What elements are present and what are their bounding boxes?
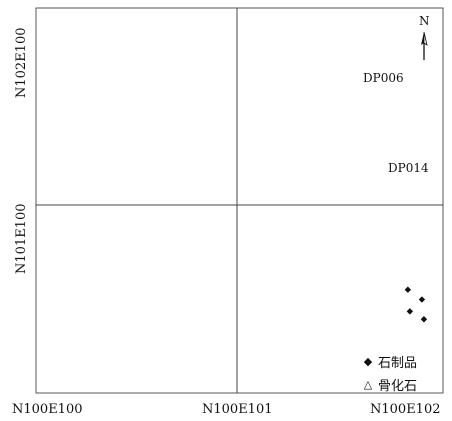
north-label: N	[419, 14, 430, 28]
legend-bone-fossil-label: 骨化石	[378, 379, 418, 394]
legend-stone-tool: ◆ 石制品	[362, 352, 417, 371]
legend-bone-fossil: △ 骨化石	[362, 375, 417, 394]
x-label-middle: N100E101	[202, 402, 273, 417]
datum-label-dp014: DP014	[388, 161, 429, 175]
stone-tool-point	[406, 308, 414, 315]
y-label-top: N102E100	[14, 27, 29, 99]
triangle-icon: △	[363, 378, 373, 391]
stone-tool-point	[404, 286, 412, 293]
map-frame	[35, 7, 444, 394]
stone-tool-point	[420, 316, 428, 323]
y-label-middle: N101E100	[14, 203, 29, 275]
legend-stone-tool-label: 石制品	[378, 356, 418, 371]
diamond-icon: ◆	[363, 355, 373, 368]
north-arrow-icon	[421, 31, 428, 60]
stone-tool-point	[418, 296, 426, 303]
datum-label-dp006: DP006	[363, 71, 404, 85]
x-label-left: N100E100	[12, 402, 83, 417]
x-label-right: N100E102	[370, 402, 441, 417]
